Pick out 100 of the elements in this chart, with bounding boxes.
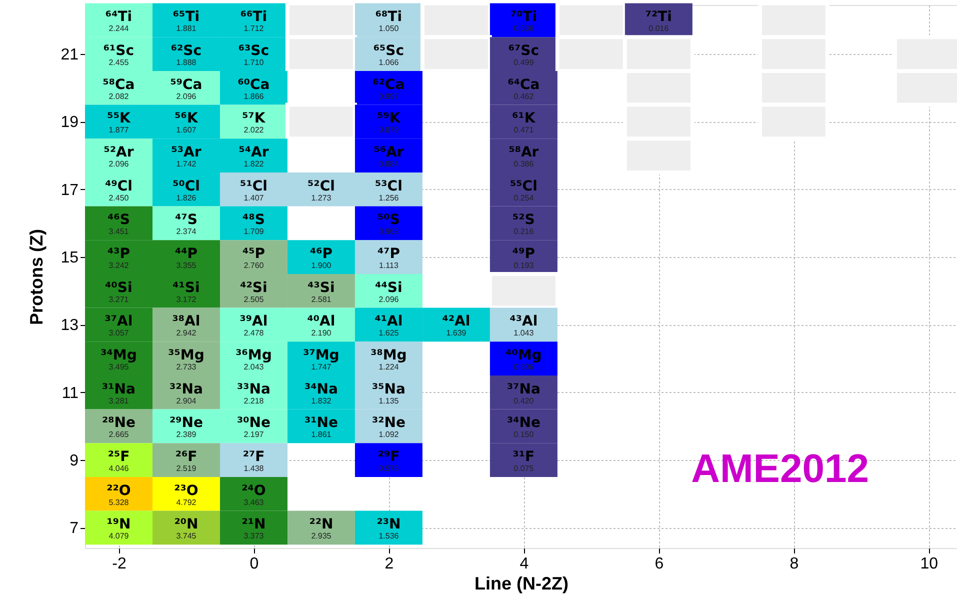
annotation: ⁵⁸Ca	[102, 76, 135, 93]
data-label: 4.046	[108, 464, 130, 474]
annotation: ⁵²Cl	[308, 178, 335, 194]
annotation: ³⁹Al	[240, 314, 268, 330]
annotation: ⁴⁰Mg	[506, 348, 542, 364]
data-label: 0.150	[514, 430, 534, 440]
annotation: ⁴⁵P	[242, 246, 265, 262]
annotation: ³⁴Ne	[506, 415, 540, 432]
annotation: ⁶⁵Sc	[373, 43, 404, 60]
annotation: ⁴⁴Si	[375, 280, 402, 296]
data-label: 1.710	[244, 58, 264, 68]
data-label: 1.877	[108, 126, 130, 135]
data-label: 3.745	[176, 532, 197, 541]
data-label: 2.082	[108, 92, 130, 101]
annotation: ⁶¹K	[512, 110, 536, 127]
data-label: 0.879	[378, 126, 400, 135]
data-label: 2.096	[378, 294, 400, 304]
data-label: 0.806	[514, 362, 534, 372]
annotation: ³⁶Mg	[236, 348, 272, 364]
annotation: ⁵⁵K	[107, 110, 132, 127]
data-label: 1.273	[311, 193, 332, 202]
data-label: 0.216	[514, 227, 534, 236]
data-label: 2.733	[176, 362, 197, 372]
annotation: ⁵⁴Ar	[238, 144, 269, 161]
annotation: ²²O	[106, 482, 131, 499]
data-label: 1.135	[378, 396, 400, 406]
annotation: ²²N	[309, 516, 334, 533]
data-label: 2.519	[176, 464, 197, 474]
data-label: 0.420	[514, 396, 534, 406]
y-tick-label: 21	[60, 46, 79, 64]
data-label: 0.471	[514, 126, 534, 135]
annotation: ⁵⁰S	[378, 212, 400, 228]
annotation: ³⁸Mg	[370, 348, 407, 364]
annotation: ³⁷Al	[104, 314, 133, 330]
data-label: 1.050	[378, 24, 400, 34]
annotation: ³¹Na	[102, 381, 136, 398]
annotation: ⁶⁵Ti	[172, 9, 200, 26]
annotation: ³⁵Na	[372, 381, 406, 398]
annotation: ⁵¹Cl	[240, 178, 268, 194]
data-label: 1.639	[446, 328, 467, 338]
data-label: 3.373	[244, 532, 264, 541]
data-label: 0.997	[378, 92, 400, 101]
annotation: ⁷⁰Ti	[510, 9, 538, 26]
data-label: 1.043	[514, 328, 534, 338]
data-label: 3.355	[176, 261, 197, 270]
x-tick-label: -2	[112, 556, 126, 572]
data-label: 3.495	[108, 362, 130, 372]
data-label: 2.904	[176, 396, 197, 406]
annotation: ⁶⁰Ca	[238, 76, 270, 93]
data-label: 3.281	[108, 396, 130, 406]
data-label: 1.113	[378, 261, 399, 270]
annotation: ³⁰Ne	[236, 415, 270, 432]
annotation: ⁵⁶Ar	[374, 144, 404, 161]
annotation: ⁶²Sc	[170, 43, 202, 60]
data-label: 3.463	[244, 498, 264, 507]
annotation: ⁴⁸S	[242, 212, 265, 228]
data-label: 0.884	[378, 160, 400, 169]
annotation: ⁴³Al	[510, 314, 538, 330]
annotation: ⁴³P	[107, 246, 130, 262]
data-label: 3.451	[108, 227, 130, 236]
annotation: ³²Ne	[372, 415, 406, 432]
annotation: ³¹Ne	[304, 415, 338, 432]
annotation: ⁵⁸Ar	[508, 144, 539, 161]
data-label: 1.747	[311, 362, 332, 372]
annotation: ²⁶F	[175, 449, 198, 466]
annotation: ⁴⁰Al	[307, 314, 336, 330]
data-label: 1.832	[311, 396, 332, 406]
y-tick-label: 19	[60, 114, 79, 132]
data-label: 2.455	[108, 58, 130, 68]
annotation: ⁵⁰Cl	[172, 178, 200, 194]
data-label: 2.218	[244, 396, 264, 406]
data-label: 4.792	[176, 498, 197, 507]
data-label: 1.607	[176, 126, 197, 135]
data-label: 1.407	[244, 193, 264, 202]
data-label: 1.900	[311, 261, 332, 270]
x-tick-label: 10	[920, 556, 938, 572]
annotation: ³⁷Na	[506, 381, 540, 398]
data-label: 3.271	[108, 294, 130, 304]
annotation: ³⁸Al	[172, 314, 200, 330]
annotation: ²⁰N	[174, 516, 198, 533]
annotation: ⁷²Ti	[645, 9, 672, 26]
annotation: ⁵³Ar	[171, 144, 202, 161]
data-label: 2.389	[176, 430, 197, 440]
annotation: ⁵⁶K	[174, 110, 199, 127]
annotation: ⁵⁹K	[377, 110, 402, 127]
annotation: ²⁵F	[108, 449, 130, 466]
x-tick-label: 2	[384, 556, 394, 572]
annotation: ⁴³Si	[308, 280, 335, 296]
annotation: ⁴²Al	[442, 314, 470, 330]
data-label: 1.822	[244, 160, 264, 169]
y-tick-label: 9	[70, 452, 79, 470]
data-label: 2.096	[176, 92, 197, 101]
data-label: 2.190	[311, 328, 332, 338]
data-label: 2.022	[244, 126, 264, 135]
annotation: ²⁹F	[378, 449, 400, 466]
annotation: ³³Na	[237, 381, 270, 398]
data-label: 0.254	[514, 193, 534, 202]
data-label: 1.709	[244, 227, 264, 236]
data-label: 2.478	[244, 328, 264, 338]
data-label: 2.450	[108, 193, 130, 202]
